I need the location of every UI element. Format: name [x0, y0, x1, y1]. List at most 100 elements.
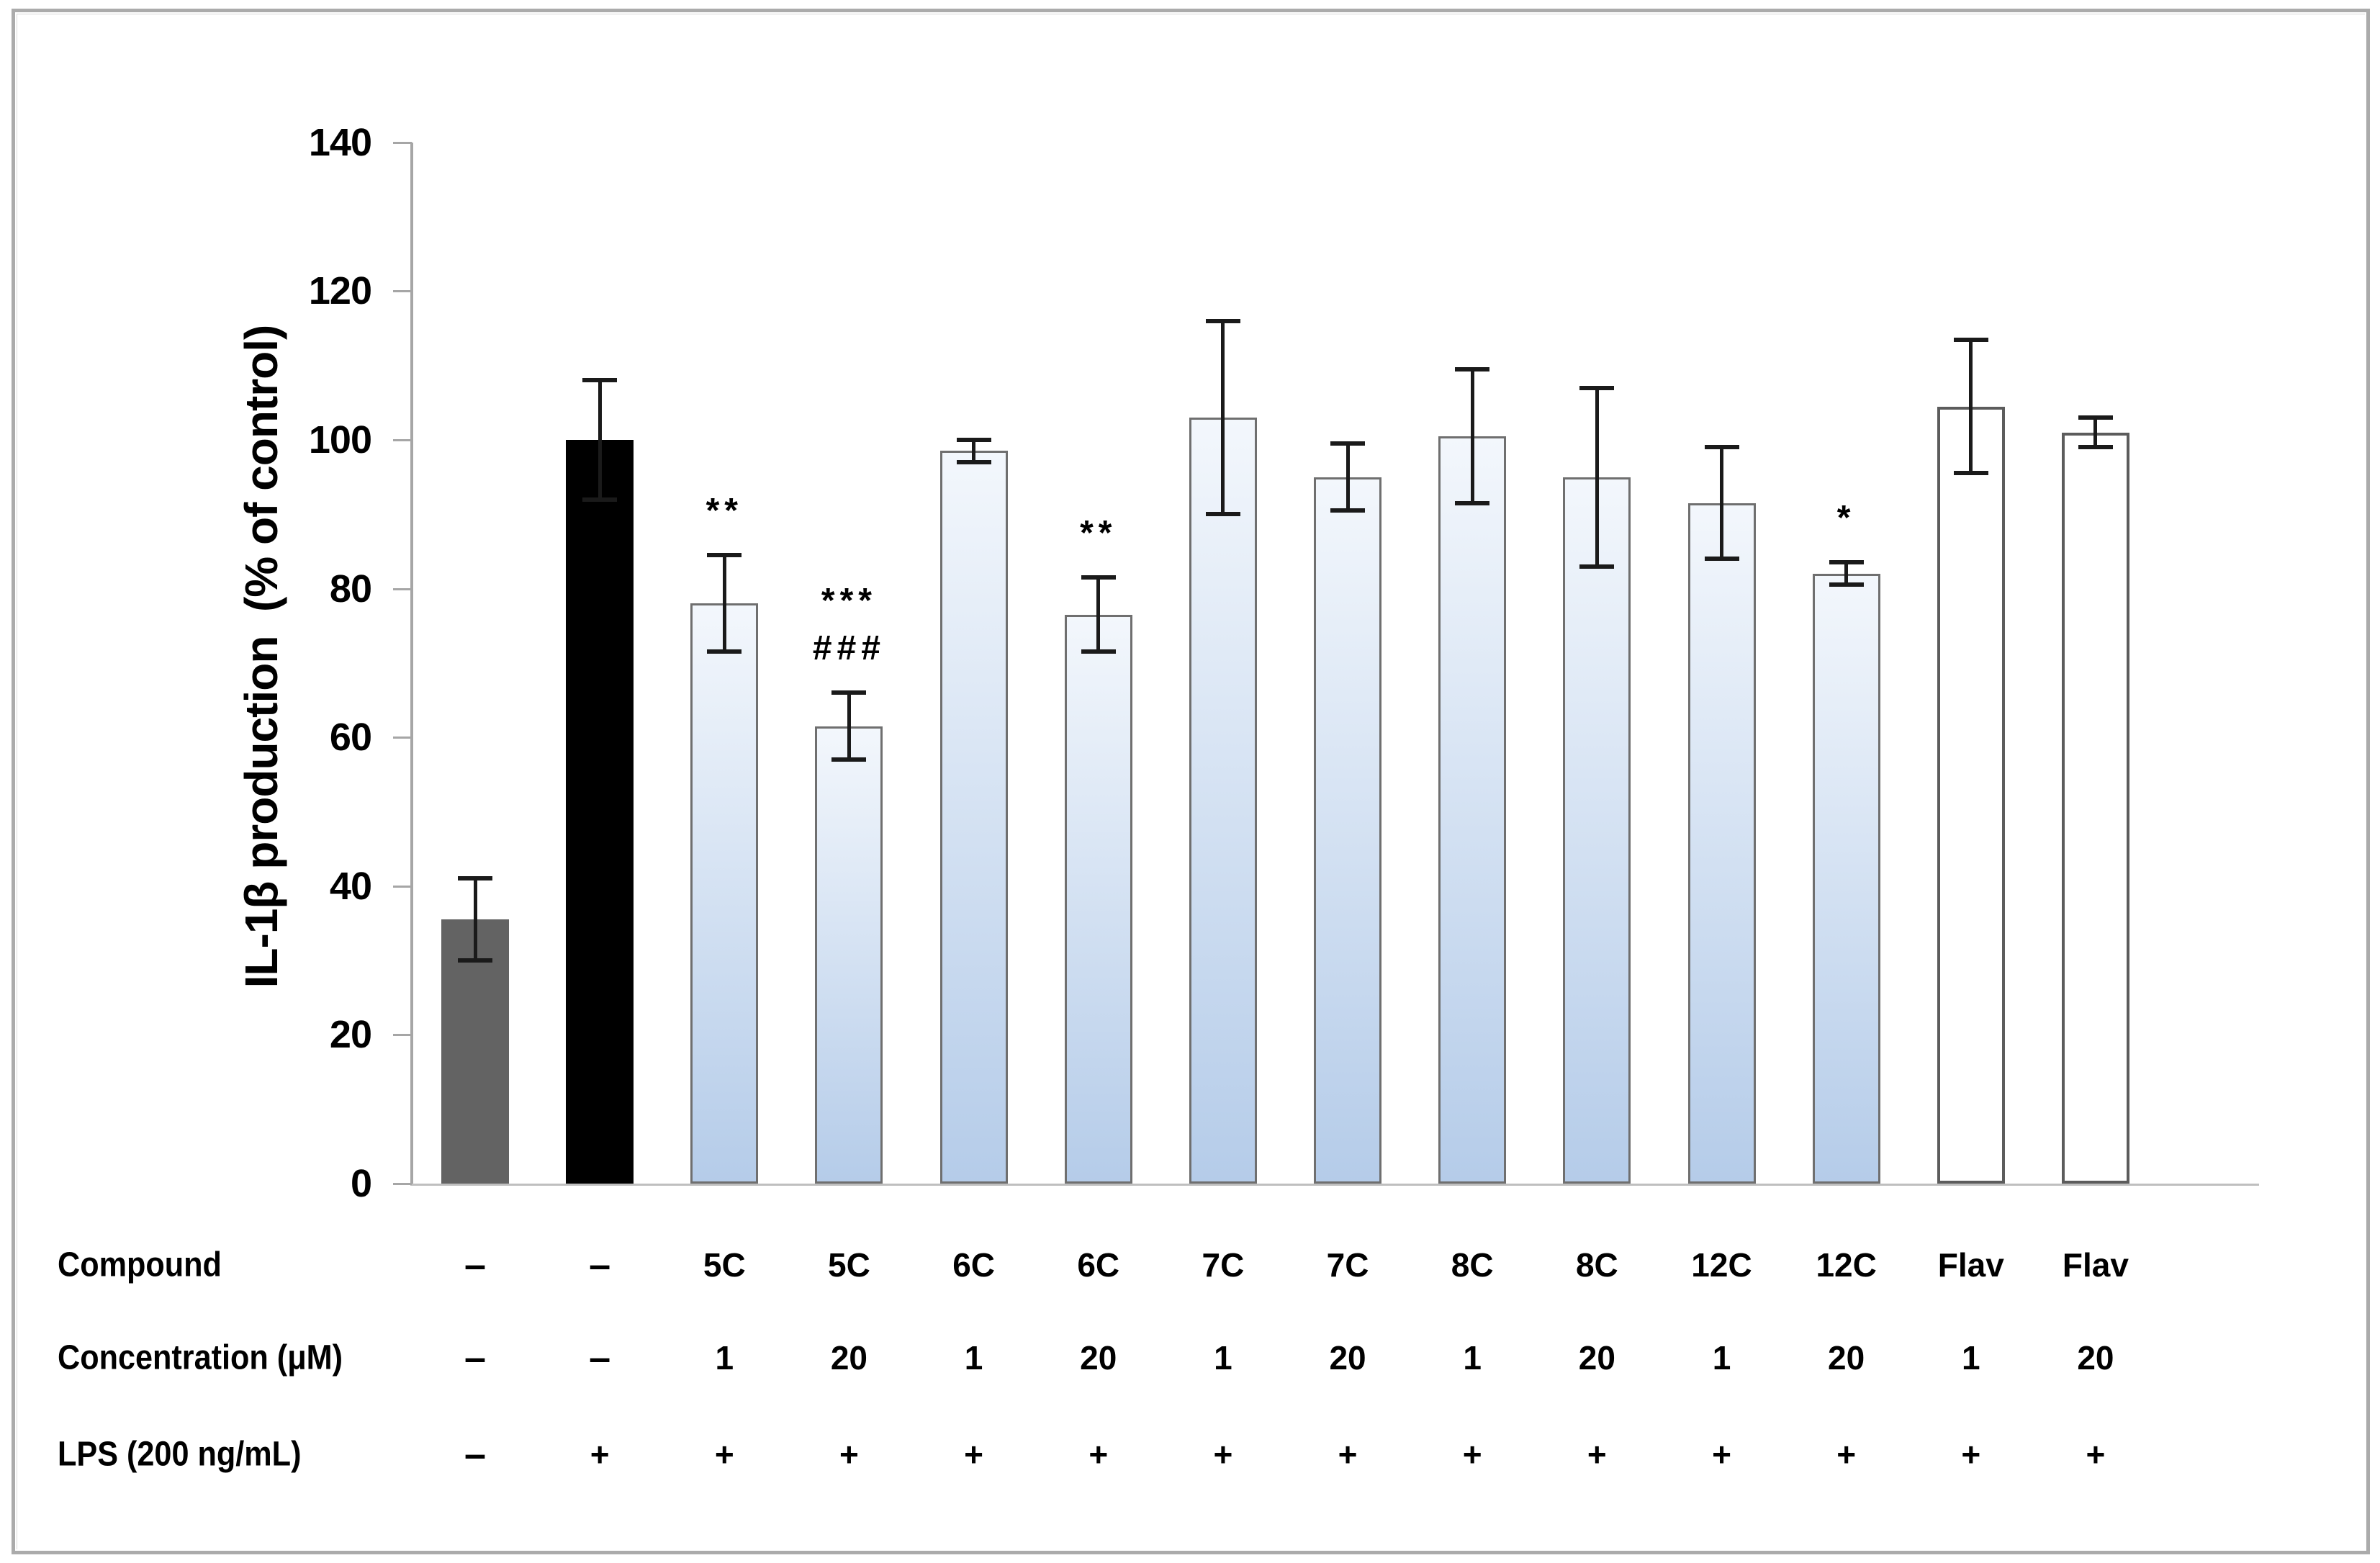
compound-value: 5C: [828, 1246, 870, 1284]
error-bar: [1345, 443, 1350, 511]
error-bar: [1221, 320, 1225, 515]
error-bar-cap: [582, 378, 618, 383]
significance-text: ***: [821, 582, 877, 621]
concentration-value: 20: [2077, 1339, 2114, 1377]
concentration-value: –: [589, 1336, 611, 1379]
error-bar-cap: [707, 553, 742, 558]
error-bar: [1595, 387, 1599, 567]
concentration-value: 1: [1463, 1339, 1482, 1377]
bar-5C-20: [815, 726, 883, 1184]
compound-value: 8C: [1451, 1246, 1494, 1284]
significance-text: ###: [812, 629, 885, 668]
error-bar: [1096, 577, 1101, 652]
error-bar-cap: [582, 497, 618, 502]
concentration-value: 1: [1214, 1339, 1232, 1377]
concentration-value: 1: [1712, 1339, 1731, 1377]
y-tick-mark: [393, 587, 412, 590]
lps-value: +: [1088, 1436, 1109, 1473]
concentration-value: 20: [1329, 1339, 1366, 1377]
lps-value: +: [964, 1436, 984, 1473]
error-bar-cap: [1330, 441, 1366, 446]
error-bar-cap: [1455, 366, 1490, 371]
compound-value: 7C: [1202, 1246, 1245, 1284]
y-tick-label: 40: [329, 864, 372, 908]
y-tick-label: 20: [329, 1013, 372, 1057]
bar-7C-1: [1189, 418, 1257, 1184]
y-tick-label: 80: [329, 567, 372, 611]
error-bar-cap: [2078, 445, 2113, 450]
lps-value: +: [1213, 1436, 1233, 1473]
significance-label: **: [706, 487, 743, 535]
significance-text: **: [706, 492, 743, 531]
row-label-compound: Compound: [58, 1246, 222, 1284]
error-bar-cap: [1330, 508, 1366, 513]
error-bar-cap: [1953, 471, 1988, 476]
error-bar: [1470, 369, 1474, 503]
error-bar: [1969, 339, 1973, 474]
y-tick-mark: [393, 1034, 412, 1037]
concentration-value: 1: [1962, 1339, 1980, 1377]
concentration-value: 20: [830, 1339, 868, 1377]
significance-text: *: [1836, 499, 1856, 538]
bar-12C-20: [1812, 573, 1880, 1184]
lps-value: +: [1462, 1436, 1482, 1473]
error-bar-cap: [831, 757, 867, 762]
bar-8C-1: [1438, 436, 1507, 1184]
error-bar-cap: [707, 649, 742, 654]
error-bar: [1844, 562, 1849, 585]
significance-label: *: [1837, 495, 1856, 542]
lps-value: +: [714, 1436, 734, 1473]
concentration-value: 1: [964, 1339, 983, 1377]
error-bar-cap: [956, 459, 991, 464]
y-tick-label: 100: [308, 418, 372, 461]
y-tick-label: 140: [308, 120, 372, 164]
lps-value: +: [1836, 1436, 1857, 1473]
compound-value: 12C: [1816, 1246, 1877, 1284]
y-axis-line: [410, 143, 413, 1185]
error-bar-cap: [1579, 385, 1615, 390]
x-axis-line: [410, 1184, 2259, 1186]
lps-value: +: [1338, 1436, 1358, 1473]
figure-border: [12, 9, 2370, 1554]
y-tick-mark: [393, 290, 412, 293]
bar-8C-20: [1563, 477, 1631, 1184]
y-tick-mark: [393, 141, 412, 144]
error-bar-cap: [1205, 512, 1240, 517]
bar-Flav-1: [1937, 406, 2005, 1184]
y-tick-label: 60: [329, 716, 372, 760]
error-bar: [722, 555, 726, 652]
error-bar-cap: [1704, 557, 1739, 562]
error-bar-cap: [1953, 337, 1988, 342]
bar-control: [441, 919, 509, 1184]
error-bar: [473, 878, 477, 961]
y-tick-label: 0: [350, 1162, 372, 1205]
y-tick-mark: [393, 885, 412, 888]
bar-12C-1: [1687, 503, 1756, 1184]
lps-value: +: [1587, 1436, 1607, 1473]
row-label-concentration: Concentration (μM): [58, 1338, 343, 1377]
compound-value: Flav: [1937, 1246, 2004, 1284]
lps-value: +: [839, 1436, 859, 1473]
error-bar: [972, 440, 976, 462]
error-bar-cap: [1704, 445, 1739, 450]
compound-value: 5C: [703, 1246, 746, 1284]
row-label-lps: LPS (200 ng/mL): [58, 1435, 302, 1474]
compound-value: 7C: [1326, 1246, 1369, 1284]
error-bar-cap: [1455, 500, 1490, 505]
compound-value: –: [589, 1243, 611, 1287]
compound-value: –: [464, 1243, 487, 1287]
bar-6C-1: [939, 451, 1008, 1184]
bar-Flav-20: [2061, 432, 2129, 1184]
concentration-value: 20: [1080, 1339, 1117, 1377]
error-bar-cap: [1579, 564, 1615, 569]
error-bar: [2093, 418, 2098, 448]
y-tick-label: 120: [308, 269, 372, 313]
error-bar-cap: [831, 690, 867, 695]
y-tick-mark: [393, 737, 412, 739]
bar-7C-20: [1314, 477, 1382, 1184]
lps-value: +: [1961, 1436, 1981, 1473]
error-bar-cap: [1081, 575, 1116, 580]
error-bar-cap: [1829, 560, 1864, 565]
lps-value: +: [2086, 1436, 2106, 1473]
